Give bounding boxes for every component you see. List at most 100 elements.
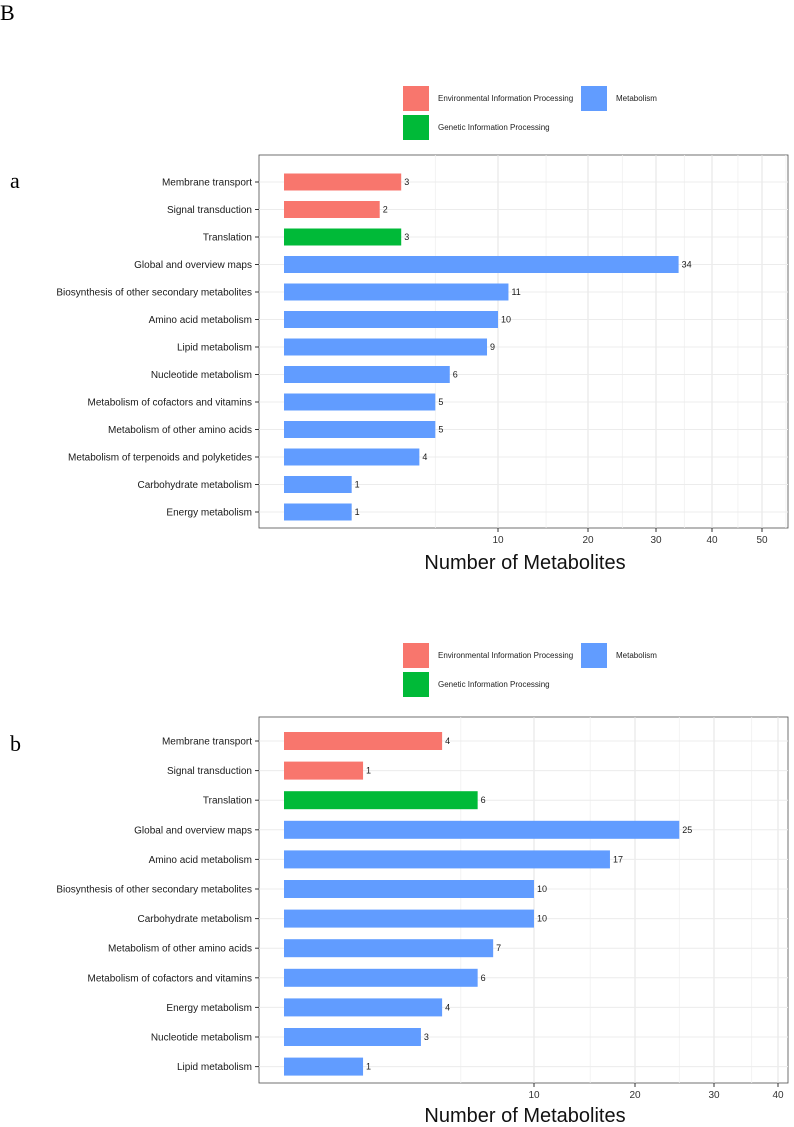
value-label-metabolism-of-cofactors-and-vitamins: 5: [438, 397, 443, 407]
value-label-global-and-overview-maps: 34: [682, 260, 692, 270]
x-tick-label-20: 20: [629, 1090, 641, 1101]
chart-panel-b: Environmental Information Processing Meta…: [56, 643, 789, 1127]
bar-nucleotide-metabolism: [284, 366, 450, 383]
figure-letter: B: [0, 0, 15, 25]
bar-lipid-metabolism: [284, 338, 488, 356]
bar-carbohydrate-metabolism: [284, 476, 352, 493]
bar-membrane-transport: [284, 173, 402, 191]
category-label-global-and-overview-maps: Global and overview maps: [134, 260, 252, 271]
legend-swatch-environmental-information-processing: [403, 643, 429, 668]
category-label-metabolism-of-cofactors-and-vitamins: Metabolism of cofactors and vitamins: [87, 398, 252, 409]
value-label-nucleotide-metabolism: 3: [424, 1032, 429, 1042]
value-label-carbohydrate-metabolism: 10: [537, 914, 547, 924]
x-tick-label-10: 10: [528, 1090, 540, 1101]
value-label-metabolism-of-other-amino-acids: 7: [496, 943, 501, 953]
bar-translation: [284, 791, 478, 810]
panel-letter-a: a: [10, 168, 20, 193]
category-label-translation: Translation: [203, 233, 252, 244]
value-label-amino-acid-metabolism: 17: [613, 854, 623, 864]
x-tick-label-50: 50: [756, 535, 768, 546]
value-label-membrane-transport: 3: [404, 177, 409, 187]
x-tick-label-30: 30: [650, 535, 662, 546]
legend-swatch-metabolism: [581, 643, 607, 668]
legend-label-metabolism: Metabolism: [616, 94, 657, 103]
chart-panel-a: Environmental Information Processing Meta…: [56, 86, 789, 574]
bar-carbohydrate-metabolism: [284, 909, 534, 928]
bar-membrane-transport: [284, 732, 443, 750]
bar-global-and-overview-maps: [284, 820, 680, 839]
bar-biosynthesis-of-other-secondary-metabolites: [284, 283, 509, 301]
x-axis-title-b: Number of Metabolites: [424, 1105, 625, 1127]
value-label-lipid-metabolism: 9: [490, 342, 495, 352]
bar-energy-metabolism: [284, 998, 443, 1017]
bar-amino-acid-metabolism: [284, 311, 498, 328]
legend-label-genetic-information-processing: Genetic Information Processing: [438, 123, 550, 132]
value-label-amino-acid-metabolism: 10: [501, 315, 511, 325]
value-label-nucleotide-metabolism: 6: [453, 370, 458, 380]
category-label-metabolism-of-other-amino-acids: Metabolism of other amino acids: [108, 944, 252, 955]
bar-amino-acid-metabolism: [284, 850, 610, 869]
panel-letter-b: b: [10, 731, 21, 756]
value-label-biosynthesis-of-other-secondary-metabolites: 10: [537, 884, 547, 894]
x-tick-label-20: 20: [582, 535, 594, 546]
legend-swatch-environmental-information-processing: [403, 86, 429, 111]
value-label-energy-metabolism: 1: [355, 507, 360, 517]
category-label-membrane-transport: Membrane transport: [162, 178, 252, 189]
category-label-metabolism-of-terpenoids-and-polyketides: Metabolism of terpenoids and polyketides: [68, 453, 252, 464]
category-label-biosynthesis-of-other-secondary-metabolites: Biosynthesis of other secondary metaboli…: [56, 288, 252, 299]
value-label-signal-transduction: 2: [383, 205, 388, 215]
value-label-carbohydrate-metabolism: 1: [355, 480, 360, 490]
value-label-metabolism-of-cofactors-and-vitamins: 6: [481, 973, 486, 983]
category-label-signal-transduction: Signal transduction: [167, 205, 252, 216]
category-label-membrane-transport: Membrane transport: [162, 737, 252, 748]
bar-lipid-metabolism: [284, 1057, 364, 1076]
value-label-biosynthesis-of-other-secondary-metabolites: 11: [511, 287, 520, 297]
category-label-carbohydrate-metabolism: Carbohydrate metabolism: [138, 914, 253, 925]
bar-signal-transduction: [284, 201, 380, 218]
legend-label-environmental-information-processing: Environmental Information Processing: [438, 94, 573, 103]
category-label-amino-acid-metabolism: Amino acid metabolism: [149, 315, 252, 326]
value-label-membrane-transport: 4: [445, 736, 450, 746]
value-label-translation: 6: [481, 795, 486, 805]
category-label-metabolism-of-cofactors-and-vitamins: Metabolism of cofactors and vitamins: [87, 973, 252, 984]
category-label-biosynthesis-of-other-secondary-metabolites: Biosynthesis of other secondary metaboli…: [56, 885, 252, 896]
category-label-global-and-overview-maps: Global and overview maps: [134, 825, 252, 836]
bar-global-and-overview-maps: [284, 256, 679, 273]
category-label-energy-metabolism: Energy metabolism: [166, 1003, 252, 1014]
category-label-metabolism-of-other-amino-acids: Metabolism of other amino acids: [108, 425, 252, 436]
legend-b: Environmental Information Processing Meta…: [403, 643, 657, 697]
x-tick-label-10: 10: [492, 535, 504, 546]
bar-metabolism-of-cofactors-and-vitamins: [284, 393, 436, 411]
category-label-translation: Translation: [203, 796, 252, 807]
category-label-nucleotide-metabolism: Nucleotide metabolism: [151, 370, 252, 381]
category-label-signal-transduction: Signal transduction: [167, 766, 252, 777]
x-tick-label-40: 40: [706, 535, 718, 546]
bar-metabolism-of-other-amino-acids: [284, 421, 436, 438]
legend-swatch-genetic-information-processing: [403, 672, 429, 697]
category-label-carbohydrate-metabolism: Carbohydrate metabolism: [138, 480, 253, 491]
category-label-energy-metabolism: Energy metabolism: [166, 508, 252, 519]
bar-metabolism-of-terpenoids-and-polyketides: [284, 448, 420, 466]
legend-label-environmental-information-processing: Environmental Information Processing: [438, 651, 573, 660]
legend-label-genetic-information-processing: Genetic Information Processing: [438, 680, 550, 689]
value-label-lipid-metabolism: 1: [366, 1062, 371, 1072]
bar-metabolism-of-other-amino-acids: [284, 939, 494, 958]
bar-signal-transduction: [284, 761, 364, 780]
bar-nucleotide-metabolism: [284, 1028, 421, 1046]
value-label-global-and-overview-maps: 25: [682, 825, 692, 835]
value-label-translation: 3: [404, 232, 409, 242]
category-label-nucleotide-metabolism: Nucleotide metabolism: [151, 1033, 252, 1044]
legend-label-metabolism: Metabolism: [616, 651, 657, 660]
bar-biosynthesis-of-other-secondary-metabolites: [284, 880, 534, 898]
value-label-metabolism-of-other-amino-acids: 5: [438, 425, 443, 435]
value-label-metabolism-of-terpenoids-and-polyketides: 4: [422, 452, 427, 462]
category-label-lipid-metabolism: Lipid metabolism: [177, 343, 252, 354]
x-tick-label-40: 40: [772, 1090, 784, 1101]
category-label-lipid-metabolism: Lipid metabolism: [177, 1062, 252, 1073]
bar-translation: [284, 228, 402, 246]
value-label-energy-metabolism: 4: [445, 1002, 450, 1012]
bar-metabolism-of-cofactors-and-vitamins: [284, 968, 478, 987]
bar-energy-metabolism: [284, 503, 352, 521]
legend-a: Environmental Information Processing Meta…: [403, 86, 657, 140]
